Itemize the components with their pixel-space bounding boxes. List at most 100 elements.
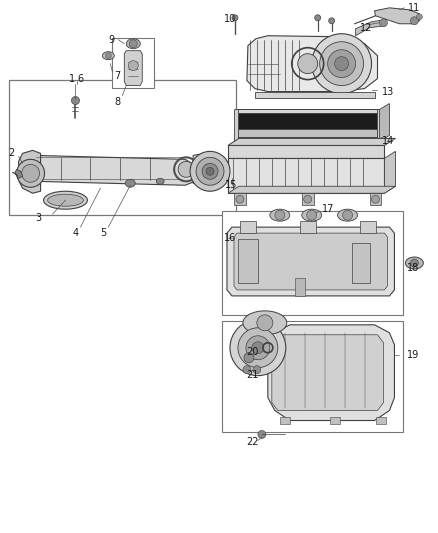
Circle shape	[307, 210, 317, 220]
Text: 14: 14	[381, 136, 394, 147]
Ellipse shape	[302, 209, 321, 221]
Polygon shape	[19, 150, 41, 193]
Bar	[222, 321, 403, 432]
Text: 5: 5	[100, 228, 106, 238]
Polygon shape	[255, 92, 374, 98]
Polygon shape	[236, 109, 379, 114]
Ellipse shape	[43, 191, 88, 209]
Text: 17: 17	[321, 204, 334, 214]
Bar	[9, 79, 236, 215]
Circle shape	[196, 157, 224, 185]
Text: 12: 12	[360, 23, 372, 33]
Polygon shape	[352, 243, 370, 283]
Circle shape	[252, 342, 264, 354]
Text: 8: 8	[114, 96, 120, 107]
Polygon shape	[234, 109, 238, 141]
Polygon shape	[238, 130, 378, 139]
Text: 21: 21	[246, 370, 258, 379]
Text: 11: 11	[408, 3, 420, 13]
Circle shape	[314, 15, 321, 21]
Bar	[112, 38, 154, 87]
Text: 16: 16	[224, 233, 236, 243]
Polygon shape	[124, 51, 142, 86]
Circle shape	[298, 54, 318, 74]
Text: 1: 1	[68, 74, 74, 84]
Ellipse shape	[125, 179, 135, 187]
Circle shape	[304, 195, 312, 203]
Circle shape	[258, 431, 266, 439]
Polygon shape	[272, 335, 384, 410]
Bar	[234, 193, 246, 205]
Ellipse shape	[156, 178, 164, 184]
Ellipse shape	[243, 311, 287, 335]
Circle shape	[253, 366, 261, 374]
Polygon shape	[247, 36, 378, 92]
Circle shape	[410, 17, 418, 25]
Circle shape	[17, 159, 45, 187]
Circle shape	[312, 34, 371, 94]
Circle shape	[246, 336, 270, 360]
Text: 2: 2	[9, 148, 15, 158]
Circle shape	[232, 15, 238, 21]
Circle shape	[244, 353, 254, 362]
Polygon shape	[28, 155, 195, 185]
Polygon shape	[379, 103, 389, 141]
Polygon shape	[236, 138, 379, 141]
Bar	[300, 221, 316, 233]
Circle shape	[238, 328, 278, 368]
Circle shape	[275, 210, 285, 220]
Circle shape	[21, 164, 39, 182]
Polygon shape	[238, 239, 258, 283]
Polygon shape	[385, 151, 396, 193]
Bar	[370, 193, 381, 205]
Polygon shape	[193, 154, 218, 185]
Text: 3: 3	[35, 213, 42, 223]
Circle shape	[71, 96, 79, 104]
Text: 19: 19	[407, 350, 420, 360]
Polygon shape	[356, 20, 385, 36]
Bar	[360, 221, 375, 233]
Ellipse shape	[270, 209, 290, 221]
Circle shape	[202, 163, 218, 179]
Circle shape	[190, 151, 230, 191]
Polygon shape	[228, 146, 385, 158]
Circle shape	[129, 40, 137, 47]
Polygon shape	[228, 186, 396, 193]
Circle shape	[178, 161, 194, 177]
Bar	[377, 416, 386, 424]
Ellipse shape	[406, 257, 424, 269]
Circle shape	[379, 19, 388, 27]
Circle shape	[417, 14, 422, 20]
Text: 20: 20	[246, 347, 258, 357]
Text: 15: 15	[225, 180, 237, 190]
Ellipse shape	[126, 39, 140, 49]
Circle shape	[328, 18, 335, 24]
Text: 22: 22	[246, 438, 258, 447]
Ellipse shape	[338, 209, 357, 221]
Circle shape	[410, 259, 418, 267]
Polygon shape	[268, 325, 395, 421]
Polygon shape	[14, 169, 23, 178]
Polygon shape	[235, 333, 268, 368]
Circle shape	[371, 195, 379, 203]
Circle shape	[230, 320, 286, 376]
Polygon shape	[295, 278, 305, 296]
Text: 13: 13	[381, 86, 394, 96]
Ellipse shape	[102, 52, 114, 60]
Ellipse shape	[48, 194, 83, 206]
Circle shape	[128, 61, 138, 71]
Circle shape	[243, 366, 251, 374]
Polygon shape	[378, 109, 381, 141]
Text: 4: 4	[72, 228, 78, 238]
Circle shape	[257, 315, 273, 331]
Polygon shape	[227, 227, 395, 296]
Text: 18: 18	[407, 263, 420, 273]
Circle shape	[206, 167, 214, 175]
Bar	[280, 416, 290, 424]
Polygon shape	[228, 158, 385, 193]
Circle shape	[236, 195, 244, 203]
Polygon shape	[234, 233, 388, 290]
Text: 7: 7	[114, 70, 120, 80]
Circle shape	[106, 53, 111, 59]
Circle shape	[335, 56, 349, 71]
